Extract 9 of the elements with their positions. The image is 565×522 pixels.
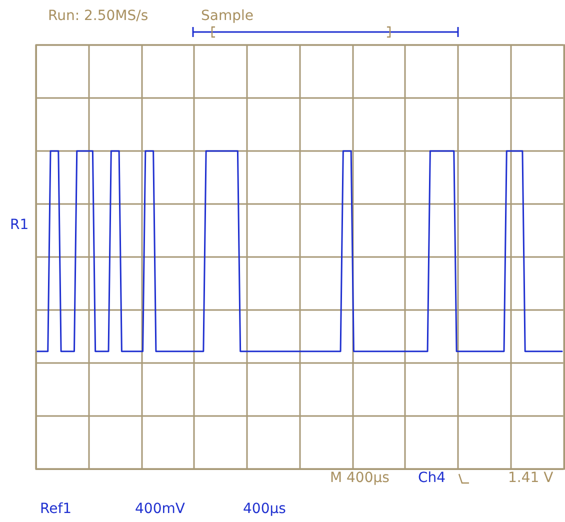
text: Run: 2.50MS/s <box>48 8 148 24</box>
text: 400µs <box>243 501 286 517</box>
text: 1.41 V <box>508 470 554 486</box>
text: Ref1 <box>40 501 72 517</box>
text: Sample <box>201 8 254 24</box>
text: M 400µs <box>330 470 390 486</box>
text: 400mV <box>135 501 185 517</box>
text: Ch4 <box>418 470 446 486</box>
text: R1 <box>10 217 29 233</box>
